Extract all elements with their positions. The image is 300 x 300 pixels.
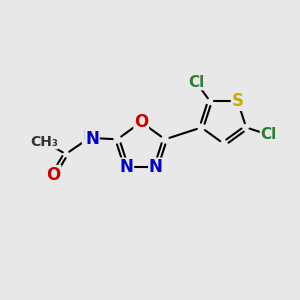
Text: S: S <box>232 92 244 110</box>
Text: N: N <box>149 158 163 176</box>
Text: Cl: Cl <box>260 127 277 142</box>
Text: N: N <box>119 158 134 176</box>
Text: Cl: Cl <box>188 75 204 90</box>
Text: H: H <box>82 129 94 143</box>
Text: N: N <box>85 130 99 148</box>
Text: O: O <box>46 166 61 184</box>
Text: O: O <box>134 113 148 131</box>
Text: CH₃: CH₃ <box>30 135 58 149</box>
